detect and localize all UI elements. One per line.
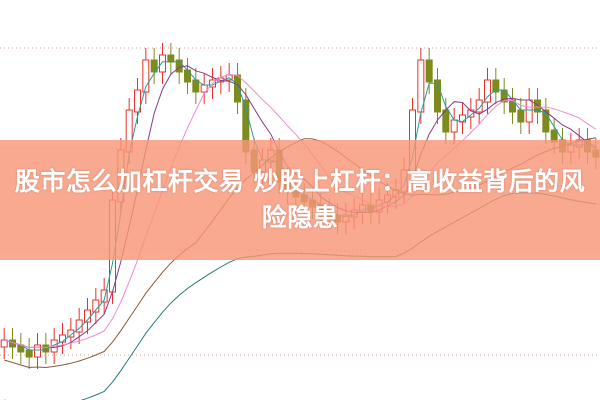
candle-down: [534, 99, 541, 113]
candle-down: [25, 349, 33, 358]
candle-up: [34, 344, 41, 358]
candle-down: [167, 54, 175, 63]
candle-down: [492, 79, 500, 93]
candle-up: [467, 109, 475, 118]
candle-down: [517, 109, 525, 123]
candle-down: [175, 59, 183, 73]
candle-down: [542, 109, 550, 133]
ma-line-long: [4, 73, 597, 349]
candle-up: [0, 339, 8, 348]
candle-up: [525, 99, 533, 123]
candle-down: [150, 59, 158, 73]
candle-down: [425, 59, 433, 83]
candle-up: [100, 289, 108, 303]
candle-up: [475, 99, 483, 113]
candle-down: [234, 74, 241, 103]
candle-up: [134, 89, 141, 113]
article-title: 股市怎么加杠杆交易 炒股上杠杆：高收益背后的风险隐患: [14, 167, 586, 232]
candle-up: [142, 59, 150, 93]
candle-up: [484, 79, 491, 103]
candle-up: [67, 329, 75, 338]
title-banner: 股市怎么加杠杆交易 炒股上杠杆：高收益背后的风险隐患: [0, 140, 600, 260]
candle-up: [450, 119, 458, 133]
candle-down: [434, 79, 441, 113]
candle-down: [442, 109, 450, 133]
candle-up: [159, 54, 166, 73]
candle-up: [59, 334, 66, 343]
